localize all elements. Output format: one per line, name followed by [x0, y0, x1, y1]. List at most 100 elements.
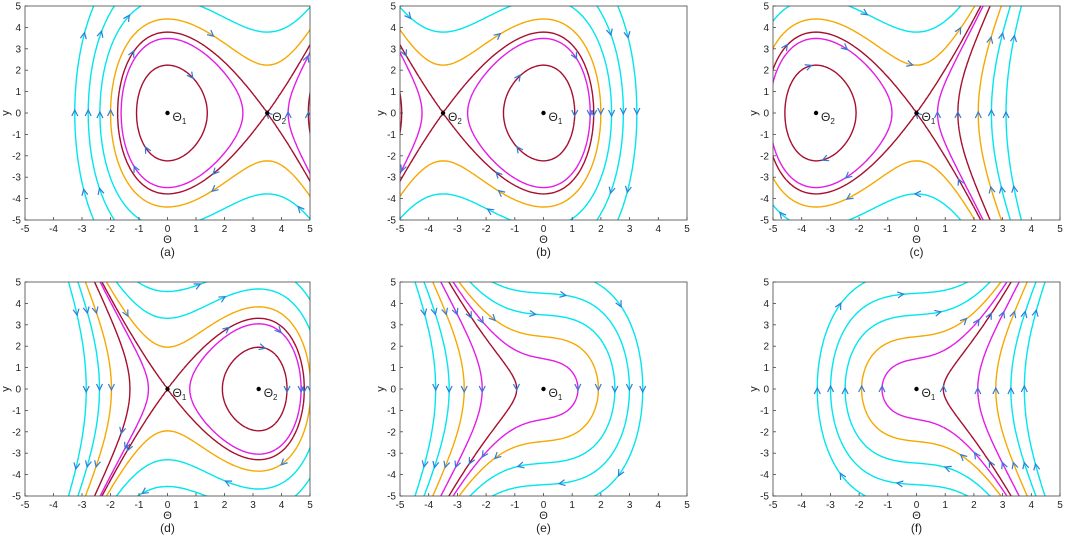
- trajectory-1: [881, 282, 1008, 496]
- y-tick-label: 3: [390, 320, 396, 331]
- flow-arrow: [96, 110, 104, 119]
- flow-arrow: [141, 487, 149, 495]
- flow-arrow: [82, 385, 90, 394]
- y-tick-label: 1: [15, 87, 21, 98]
- flow-arrow: [84, 460, 92, 469]
- flow-arrow: [297, 205, 305, 214]
- trajectory-1: [120, 37, 310, 189]
- equilibrium-label: Θ2: [264, 386, 278, 402]
- flow-arrow: [512, 383, 520, 392]
- flow-arrow: [1022, 461, 1030, 470]
- flow-arrow: [608, 109, 616, 118]
- equilibrium-point: [440, 110, 446, 116]
- x-tick-label: -1: [510, 224, 519, 235]
- trajectory-6: [977, 282, 1020, 496]
- y-tick-label: -5: [12, 492, 21, 503]
- x-tick-label: 4: [1029, 500, 1035, 511]
- x-tick-label: -5: [21, 500, 30, 511]
- trajectory-3: [109, 18, 310, 208]
- trajectory-8: [1010, 282, 1037, 496]
- equilibrium-point: [541, 110, 546, 116]
- trajectory-3: [400, 18, 602, 208]
- flow-arrow: [79, 31, 87, 40]
- flow-arrow: [465, 311, 472, 319]
- flow-arrow: [821, 154, 830, 162]
- y-tick-label: 3: [763, 320, 769, 331]
- flow-arrow: [988, 185, 996, 194]
- flow-arrow: [300, 385, 308, 394]
- equilibrium-point: [813, 110, 819, 116]
- flow-arrow: [998, 185, 1006, 194]
- x-tick-label: 5: [684, 500, 690, 511]
- equilibrium-point: [256, 386, 261, 392]
- x-tick-label: 2: [971, 224, 977, 235]
- x-tick-label: -3: [78, 224, 87, 235]
- flow-arrow: [211, 184, 219, 193]
- flow-arrow: [906, 60, 915, 67]
- trajectory-5: [592, 282, 644, 496]
- trajectory-3: [844, 282, 991, 496]
- flow-arrow: [804, 64, 813, 71]
- flow-arrow: [274, 326, 282, 334]
- x-tick-label: 4: [656, 500, 662, 511]
- flow-arrow: [493, 451, 502, 460]
- flow-arrow: [144, 145, 152, 154]
- flow-arrow: [834, 302, 842, 310]
- x-tick-label: 1: [193, 500, 199, 511]
- flow-arrow: [987, 108, 995, 117]
- flow-arrow: [445, 385, 453, 394]
- flow-arrow: [224, 480, 233, 487]
- x-tick-label: -4: [797, 224, 806, 235]
- trajectory-2: [860, 282, 1002, 496]
- flow-arrow: [441, 307, 449, 316]
- y-tick-label: 0: [15, 109, 21, 120]
- flow-arrow: [1010, 34, 1018, 43]
- y-tick-label: 5: [763, 2, 769, 13]
- y-tick-label: -1: [12, 130, 21, 141]
- x-axis-label: Θ: [539, 510, 548, 522]
- x-axis-label: Θ: [163, 234, 172, 246]
- flow-arrow: [258, 343, 267, 351]
- y-tick-label: 4: [763, 23, 769, 34]
- trajectory-2: [773, 6, 982, 220]
- y-tick-label: -5: [387, 216, 396, 227]
- y-tick-label: -3: [387, 173, 396, 184]
- equilibrium-point: [165, 386, 170, 392]
- y-tick-label: -5: [12, 216, 21, 227]
- flow-arrow: [559, 290, 568, 298]
- y-tick-label: 2: [15, 66, 21, 77]
- trajectories: [773, 6, 1023, 220]
- x-tick-label: 3: [250, 500, 256, 511]
- x-tick-label: 3: [627, 224, 633, 235]
- y-tick-label: 1: [763, 363, 769, 374]
- y-tick-label: 2: [390, 66, 396, 77]
- y-tick-label: -1: [387, 130, 396, 141]
- x-tick-label: -1: [510, 500, 519, 511]
- y-axis-label: y: [0, 386, 12, 392]
- x-tick-label: -5: [396, 500, 405, 511]
- flow-arrow: [934, 110, 942, 119]
- y-tick-label: -3: [12, 449, 21, 460]
- panel-b: -5 -4 -3 -2 -1 0 1 2 3 4 5 -5 -4 -3 -2 -1 0 1 2 3 4 5 Θy (b) Θ1 Θ…: [375, 2, 690, 260]
- y-tick-label: 4: [763, 299, 769, 310]
- trajectory-8: [77, 282, 101, 496]
- flow-arrow: [84, 108, 92, 117]
- flow-arrow: [611, 385, 619, 394]
- panel-label: (f): [911, 521, 922, 535]
- flow-arrow: [1031, 308, 1039, 317]
- y-axis-label: y: [748, 386, 760, 392]
- x-tick-label: 1: [942, 224, 948, 235]
- flow-arrow: [619, 107, 627, 116]
- flow-arrow: [516, 461, 525, 469]
- flow-arrow: [478, 385, 486, 394]
- flow-arrow: [488, 313, 497, 322]
- panel-label: (c): [910, 245, 924, 259]
- flow-arrow: [119, 426, 127, 435]
- flow-arrow: [1011, 184, 1019, 193]
- flow-arrow: [624, 185, 632, 194]
- x-tick-label: 1: [569, 500, 575, 511]
- x-tick-label: 3: [1000, 500, 1006, 511]
- equilibrium-point: [914, 386, 919, 392]
- equilibrium-label: Θ1: [173, 110, 187, 126]
